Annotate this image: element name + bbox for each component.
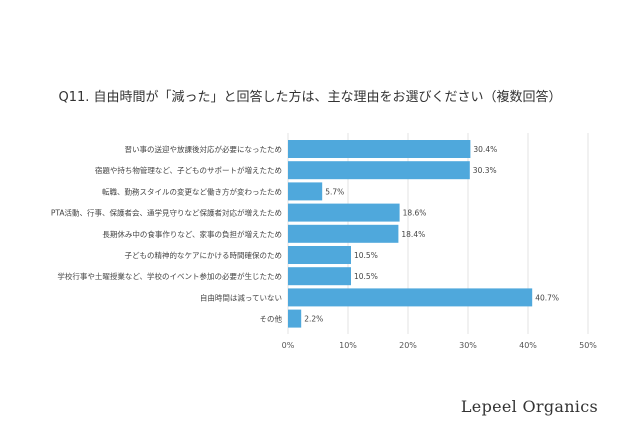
value-label: 10.5% — [354, 272, 378, 281]
category-label: 学校行事や土曜授業など、学校のイベント参加の必要が生じたため — [57, 271, 282, 281]
bar — [288, 161, 470, 180]
value-label: 40.7% — [535, 293, 559, 302]
category-label: 自由時間は減っていない — [200, 292, 282, 302]
brand-logo: Lepeel Organics — [460, 397, 598, 416]
bar — [288, 267, 351, 286]
category-label: 宿題や持ち物管理など、子どものサポートが増えたため — [95, 165, 282, 175]
category-label: 習い事の送迎や放課後対応が必要になったため — [125, 144, 283, 154]
x-tick-label: 0% — [282, 341, 295, 350]
chart-title: Q11. 自由時間が「減った」と回答した方は、主な理由をお選びください（複数回答… — [58, 90, 562, 105]
value-label: 2.2% — [304, 315, 323, 324]
value-label: 18.6% — [403, 209, 427, 218]
x-tick-label: 50% — [579, 341, 597, 350]
bar — [288, 288, 533, 307]
value-label: 10.5% — [354, 251, 378, 260]
x-tick-label: 30% — [459, 341, 477, 350]
value-label: 30.4% — [473, 145, 497, 154]
category-label: その他 — [260, 314, 283, 324]
value-label: 30.3% — [473, 166, 497, 175]
category-label: 転職、勤務スタイルの変更など働き方が変わったため — [102, 186, 282, 196]
bar — [288, 224, 399, 243]
bar — [288, 309, 302, 328]
x-tick-label: 10% — [339, 341, 357, 350]
category-labels: 習い事の送迎や放課後対応が必要になったため宿題や持ち物管理など、子どものサポート… — [51, 144, 283, 324]
value-label: 18.4% — [401, 230, 425, 239]
value-labels: 30.4% 30.3% 5.7% 18.6% 18.4% 10.5% 10.5% 40.7% 2… — [304, 145, 559, 324]
value-label: 5.7% — [325, 187, 344, 196]
bar — [288, 182, 323, 201]
x-tick-label: 40% — [519, 341, 537, 350]
bar — [288, 203, 400, 222]
bar — [288, 140, 471, 158]
category-label: PTA活動、行事、保護者会、通学見守りなど保護者対応が増えたため — [51, 208, 282, 218]
bar — [288, 246, 351, 264]
category-label: 長期休み中の食事作りなど、家事の負担が増えたため — [102, 229, 282, 239]
category-label: 子どもの精神的なケアにかける時間確保のため — [125, 250, 283, 260]
x-tick-label: 20% — [399, 341, 417, 350]
x-axis-ticks: 0% 10% 20% 30% 40% 50% — [282, 341, 598, 350]
bars — [288, 140, 533, 328]
